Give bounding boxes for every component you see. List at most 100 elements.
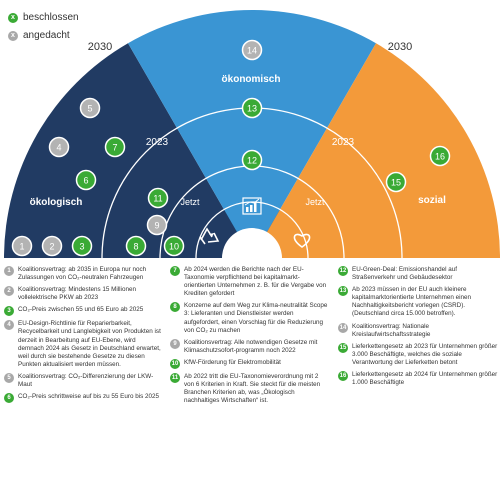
labels-layer: 2030 2030 2023 2023 Jetzt Jetzt ökologis… — [30, 41, 447, 208]
legend-done-label: beschlossen — [23, 12, 79, 23]
note-3: 3 CO₂-Preis zwischen 55 und 65 Euro ab 20… — [4, 306, 162, 317]
marker-number: 13 — [247, 104, 257, 114]
recycle-icon — [199, 227, 220, 245]
notes-section: 1 Koalitionsvertrag: ab 2035 in Europa nu… — [4, 266, 500, 492]
notes-column-middle: 7 Ab 2024 werden die Berichte nach der EU… — [170, 266, 328, 409]
note-text: Koalitionsvertrag: Nationale Kreislaufwi… — [352, 322, 431, 338]
note-15: 15 Lieferkettengesetz ab 2023 für Unterne… — [338, 342, 498, 367]
marker-circle — [429, 145, 451, 167]
year-inner-right: Jetzt — [305, 197, 325, 207]
note-2: 2 Koalitionsvertrag: Mindestens 15 Millio… — [4, 286, 162, 302]
marker-circle — [79, 97, 101, 119]
marker-number: 6 — [83, 176, 88, 186]
note-text: EU-Green-Deal: Emissionshandel auf Straß… — [352, 266, 457, 282]
marker-number: 1 — [19, 242, 24, 252]
marker-number: 14 — [247, 46, 257, 56]
marker-number: 16 — [435, 152, 445, 162]
note-text: Koalitionsvertrag: Alle notwendigen Gese… — [184, 338, 318, 354]
year-outer-right: 2030 — [388, 41, 412, 53]
marker-number: 2 — [49, 242, 54, 252]
legend-done: x beschlossen — [8, 12, 79, 23]
note-badge: 1 — [4, 266, 14, 276]
marker-7: 7 — [104, 136, 126, 158]
marker-circle — [241, 97, 263, 119]
marker-number: 9 — [154, 221, 159, 231]
note-text: Ab 2024 werden die Berichte nach der EU-… — [184, 266, 327, 298]
marker-circle — [71, 235, 93, 257]
note-text: CO₂-Preis schrittweise auf bis zu 55 Eur… — [18, 393, 160, 401]
marker-circle — [125, 235, 147, 257]
note-9: 9 Koalitionsvertrag: Alle notwendigen Ges… — [170, 338, 328, 355]
marker-circle — [147, 187, 169, 209]
note-badge: 10 — [170, 358, 180, 369]
marker-circle — [104, 136, 126, 158]
note-badge: 12 — [338, 266, 348, 276]
legend-planned-label: angedacht — [23, 30, 70, 41]
note-5: 5 Koalitionsvertrag: CO₂-Differenzierung … — [4, 372, 162, 389]
note-text: Konzerne auf dem Weg zur Klima-neutralit… — [184, 302, 328, 334]
marker-number: 8 — [133, 242, 138, 252]
heart-icon — [293, 233, 311, 248]
note-badge: 13 — [338, 286, 348, 297]
note-text: Ab 2022 tritt die EU-Taxonomieverordnung… — [184, 372, 321, 405]
marker-5: 5 — [79, 97, 101, 119]
bar-chart-icon — [242, 197, 262, 215]
marker-number: 11 — [153, 194, 162, 204]
note-10: 10 KfW-Förderung für Elektromobilität — [170, 358, 328, 369]
note-badge: 2 — [4, 286, 14, 297]
note-13: 13 Ab 2023 müssen in der EU auch kleinere… — [338, 286, 498, 318]
sector-label-social: sozial — [418, 195, 446, 206]
marker-13: 13 — [241, 97, 263, 119]
marker-circle — [241, 149, 263, 171]
marker-number: 4 — [56, 143, 61, 153]
marker-circle — [75, 169, 97, 191]
note-6: 6 CO₂-Preis schrittweise auf bis zu 55 Eu… — [4, 393, 162, 404]
marker-14: 14 — [241, 39, 263, 61]
year-mid-left: 2023 — [146, 137, 169, 148]
note-badge: 4 — [4, 320, 14, 331]
marker-number: 10 — [169, 242, 179, 252]
marker-4: 4 — [48, 136, 70, 158]
year-mid-right: 2023 — [332, 137, 355, 148]
marker-2: 2 — [41, 235, 63, 257]
sector-label-economic: ökonomisch — [222, 74, 281, 85]
note-1: 1 Koalitionsvertrag: ab 2035 in Europa nu… — [4, 266, 162, 282]
marker-number: 3 — [79, 242, 84, 252]
note-4: 4 EU-Design-Richtlinie für Reparierbarkei… — [4, 320, 162, 369]
legend-done-icon: x — [8, 12, 18, 23]
marker-circle — [41, 235, 63, 257]
note-badge: 15 — [338, 342, 348, 353]
note-badge: 14 — [338, 322, 348, 333]
marker-10: 10 — [163, 235, 185, 257]
sectors-layer — [4, 9, 500, 258]
marker-number: 12 — [247, 156, 257, 166]
marker-8: 8 — [125, 235, 147, 257]
marker-6: 6 — [75, 169, 97, 191]
marker-circle — [163, 235, 185, 257]
note-16: 16 Lieferkettengesetz ab 2024 für Unterne… — [338, 371, 498, 387]
sector-social — [252, 43, 500, 258]
note-text: KfW-Förderung für Elektromobilität — [184, 358, 281, 366]
note-7: 7 Ab 2024 werden die Berichte nach der EU… — [170, 266, 328, 298]
marker-number: 15 — [391, 178, 401, 188]
marker-circle — [241, 39, 263, 61]
year-outer-left: 2030 — [88, 41, 112, 53]
marker-circle — [48, 136, 70, 158]
note-text: Ab 2023 müssen in der EU auch kleinere k… — [352, 286, 472, 318]
note-text: EU-Design-Richtlinie für Reparierbarkeit… — [18, 320, 161, 368]
marker-16: 16 — [429, 145, 451, 167]
marker-circle — [385, 171, 407, 193]
note-badge: 16 — [338, 371, 348, 382]
sector-economic — [128, 9, 376, 258]
regulation-semicircle-diagram: 2030 2030 2023 2023 Jetzt Jetzt ökologis… — [4, 9, 500, 259]
marker-15: 15 — [385, 171, 407, 193]
marker-circle — [146, 214, 168, 236]
note-badge: 9 — [170, 338, 180, 349]
marker-1: 1 — [11, 235, 33, 257]
note-text: CO₂-Preis zwischen 55 und 65 Euro ab 202… — [18, 306, 144, 314]
center-hub — [222, 228, 282, 258]
note-text: Koalitionsvertrag: CO₂-Differenzierung d… — [18, 372, 154, 389]
marker-12: 12 — [241, 149, 263, 171]
note-badge: 8 — [170, 302, 180, 313]
